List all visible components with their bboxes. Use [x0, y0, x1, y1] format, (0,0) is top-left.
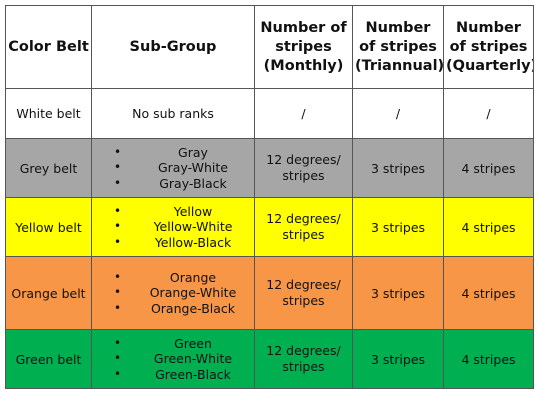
list-item: • Yellow-White: [114, 219, 252, 235]
belt-name-cell: Grey belt: [5, 138, 92, 198]
list-item: • Gray-White: [114, 160, 252, 176]
subgroup-label: Orange-White: [149, 285, 237, 301]
bullet-icon: •: [114, 219, 122, 234]
header-color-belt: Color Belt: [5, 5, 92, 89]
list-item: • Orange-White: [114, 285, 252, 301]
list-item: • Green-White: [114, 351, 252, 367]
belt-name-cell: Orange belt: [5, 256, 92, 330]
table-row: White belt No sub ranks / / /: [5, 88, 534, 139]
header-stripes-monthly: Number of stripes (Monthly): [254, 5, 353, 89]
belt-name-cell: White belt: [5, 88, 92, 139]
list-item: • Orange-Black: [114, 301, 252, 317]
subgroup-label: Gray: [178, 144, 208, 160]
list-item: • Yellow: [114, 204, 252, 220]
bullet-icon: •: [114, 335, 122, 350]
stripes-quarterly-cell: 4 stripes: [443, 138, 534, 198]
subgroup-label: Green: [174, 335, 212, 351]
subgroup-cell: • Orange • Orange-White • Orange-Black: [91, 256, 255, 330]
list-item: • Yellow-Black: [114, 235, 252, 251]
list-item: • Orange: [114, 270, 252, 286]
stripes-triannual-cell: 3 stripes: [352, 197, 444, 257]
subgroup-list: • Gray • Gray-White • Gray-Black: [94, 145, 252, 192]
bullet-icon: •: [114, 160, 122, 175]
stripes-quarterly-cell: 4 stripes: [443, 329, 534, 389]
stripes-monthly-cell: 12 degrees/ stripes: [254, 329, 353, 389]
belt-name-cell: Yellow belt: [5, 197, 92, 257]
subgroup-list: • Green • Green-White • Green-Black: [94, 336, 252, 383]
subgroup-label: Orange-Black: [150, 300, 236, 316]
header-stripes-quarterly: Number of stripes (Quarterly): [443, 5, 534, 89]
bullet-icon: •: [114, 285, 122, 300]
subgroup-label: Yellow: [173, 203, 213, 219]
stripes-monthly-cell: /: [254, 88, 353, 139]
subgroup-cell: • Gray • Gray-White • Gray-Black: [91, 138, 255, 198]
stripes-monthly-cell: 12 degrees/ stripes: [254, 256, 353, 330]
table-row: Orange belt • Orange • Orange-White • Orang…: [5, 256, 534, 330]
bullet-icon: •: [114, 300, 122, 315]
subgroup-label: Gray-White: [157, 160, 228, 176]
subgroup-label: Orange: [169, 269, 217, 285]
bullet-icon: •: [114, 351, 122, 366]
subgroup-cell: No sub ranks: [91, 88, 255, 139]
list-item: • Green: [114, 336, 252, 352]
subgroup-label: Yellow-White: [153, 219, 233, 235]
stripes-triannual-cell: /: [352, 88, 444, 139]
subgroup-label: Gray-Black: [159, 175, 227, 191]
stripes-triannual-cell: 3 stripes: [352, 329, 444, 389]
belt-stripes-table: Color Belt Sub-Group Number of stripes (…: [5, 5, 534, 389]
subgroup-list: • Yellow • Yellow-White • Yellow-Black: [94, 204, 252, 251]
header-stripes-triannual: Number of stripes (Triannual): [352, 5, 444, 89]
bullet-icon: •: [114, 234, 122, 249]
subgroup-list: • Orange • Orange-White • Orange-Black: [94, 270, 252, 317]
subgroup-cell: • Yellow • Yellow-White • Yellow-Black: [91, 197, 255, 257]
stripes-monthly-cell: 12 degrees/ stripes: [254, 138, 353, 198]
bullet-icon: •: [114, 144, 122, 159]
table-row: Green belt • Green • Green-White • Green-Bl…: [5, 329, 534, 389]
stripes-quarterly-cell: 4 stripes: [443, 197, 534, 257]
belt-name-cell: Green belt: [5, 329, 92, 389]
stripes-quarterly-cell: /: [443, 88, 534, 139]
stripes-monthly-cell: 12 degrees/ stripes: [254, 197, 353, 257]
header-row: Color Belt Sub-Group Number of stripes (…: [5, 5, 534, 89]
subgroup-label: Green-White: [153, 351, 233, 367]
bullet-icon: •: [114, 269, 122, 284]
subgroup-cell: • Green • Green-White • Green-Black: [91, 329, 255, 389]
stripes-triannual-cell: 3 stripes: [352, 138, 444, 198]
subgroup-label: Green-Black: [155, 366, 231, 382]
bullet-icon: •: [114, 203, 122, 218]
header-sub-group: Sub-Group: [91, 5, 255, 89]
stripes-triannual-cell: 3 stripes: [352, 256, 444, 330]
table-row: Yellow belt • Yellow • Yellow-White • Yello…: [5, 197, 534, 257]
bullet-icon: •: [114, 366, 122, 381]
subgroup-label: Yellow-Black: [154, 234, 232, 250]
list-item: • Gray: [114, 145, 252, 161]
list-item: • Green-Black: [114, 367, 252, 383]
table-row: Grey belt • Gray • Gray-White • Gray-Black …: [5, 138, 534, 198]
stripes-quarterly-cell: 4 stripes: [443, 256, 534, 330]
bullet-icon: •: [114, 175, 122, 190]
list-item: • Gray-Black: [114, 176, 252, 192]
